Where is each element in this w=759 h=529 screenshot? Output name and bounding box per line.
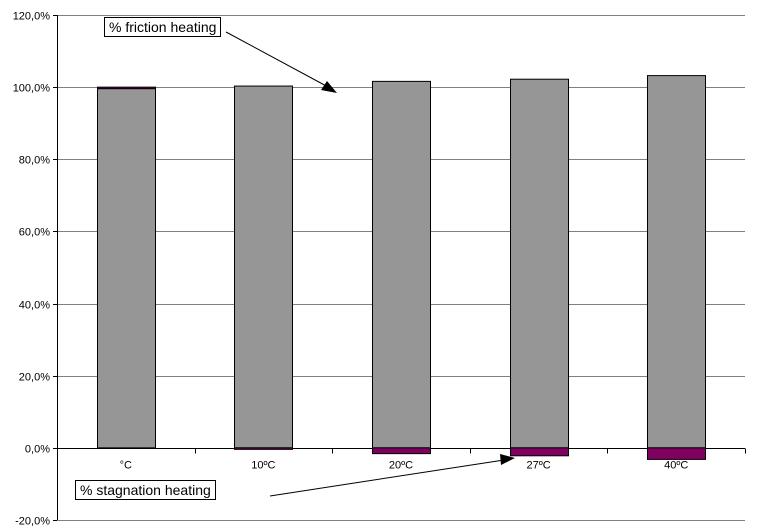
stagnation-callout-arrowhead	[500, 454, 515, 465]
callout-arrows	[225, 31, 515, 497]
friction-callout-arrowhead	[321, 81, 337, 93]
bar-stagnation-heating	[647, 447, 706, 460]
y-tick-label: 40,0%	[19, 300, 50, 312]
x-tick-label: 40ºC	[664, 460, 688, 472]
x-tick-label: 10ºC	[251, 460, 275, 472]
friction-callout-arrow-line	[225, 31, 331, 89]
bar-stagnation-heating	[234, 447, 293, 450]
stagnation-callout-arrow-line	[269, 459, 505, 497]
bars	[97, 75, 706, 460]
y-tick-label: -20,0%	[15, 516, 50, 528]
y-tick-label: 60,0%	[19, 227, 50, 239]
stagnation-heating-callout: % stagnation heating	[75, 480, 216, 500]
bar-stagnation-heating	[97, 86, 156, 90]
friction-heating-callout: % friction heating	[104, 17, 222, 37]
y-tick-label: 80,0%	[19, 155, 50, 167]
x-tick-label: 27ºC	[526, 460, 550, 472]
bar-stagnation-heating	[372, 447, 431, 455]
bar-friction-heating	[647, 75, 706, 449]
bar-friction-heating	[372, 80, 431, 449]
y-tick-label: 120,0%	[13, 11, 51, 23]
y-tick-label: 20,0%	[19, 372, 50, 384]
bar-stagnation-heating	[510, 447, 569, 457]
tick-labels: -20,0% 0,0% 20,0% 40,0% 60,0% 80,0% 100,0% 120,…	[13, 11, 689, 528]
bar-friction-heating	[510, 78, 569, 449]
bar-friction-heating	[97, 88, 156, 449]
y-tick-label: 100,0%	[13, 83, 51, 95]
x-tick-label: °C	[120, 460, 132, 472]
bar-friction-heating	[234, 85, 293, 449]
x-tick-label: 20ºC	[389, 460, 413, 472]
y-tick-label: 0,0%	[25, 444, 50, 456]
